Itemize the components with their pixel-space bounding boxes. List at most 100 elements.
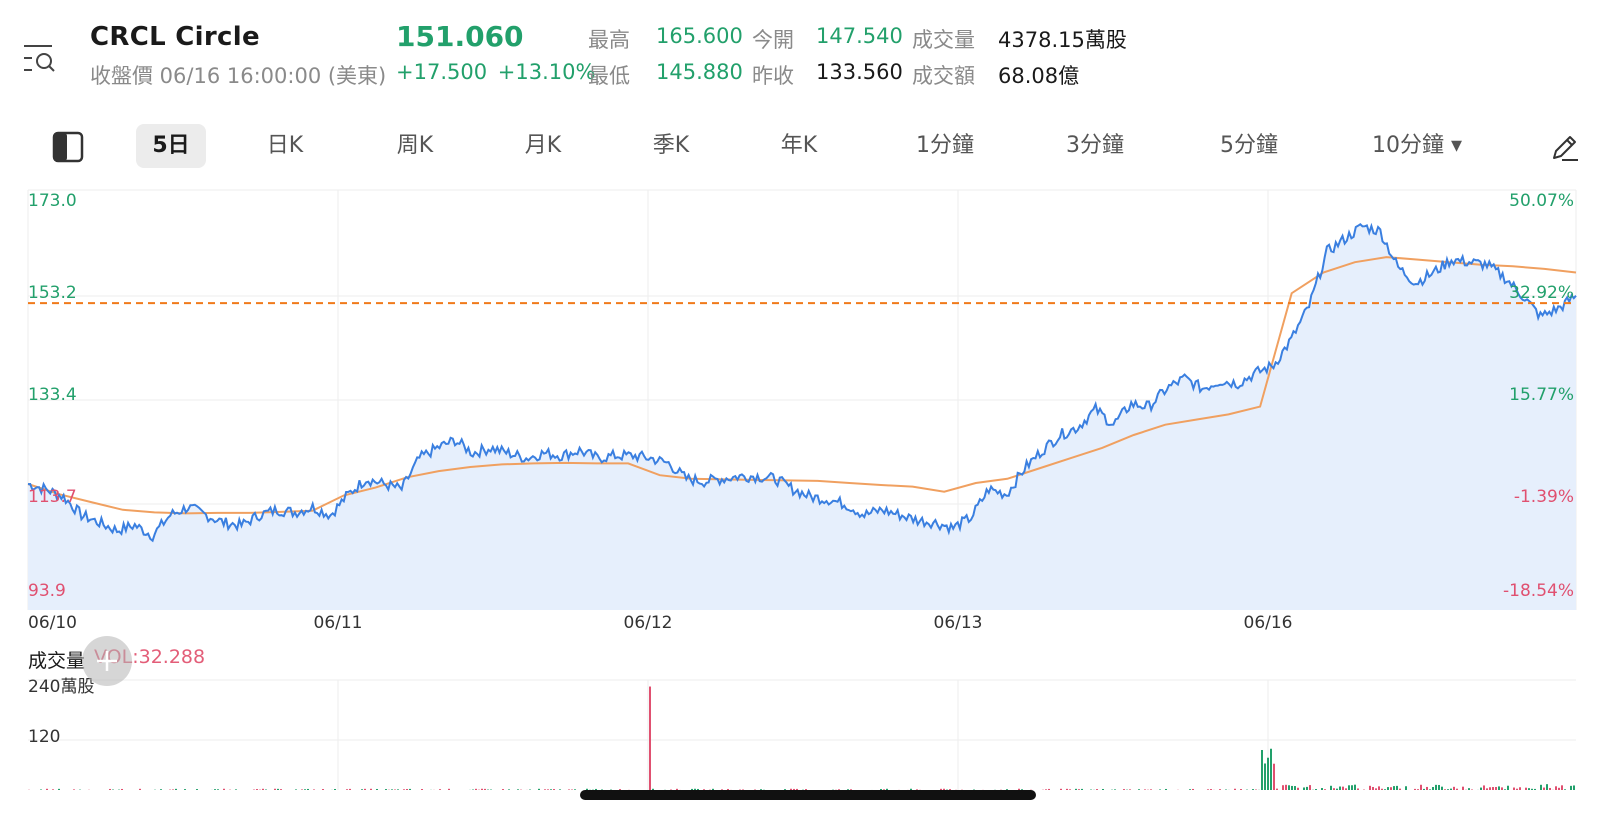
volume-bar: [1558, 787, 1560, 790]
volume-bar: [1450, 788, 1452, 790]
y-pct-label: -18.54%: [1503, 581, 1574, 601]
volume-bar: [601, 789, 603, 790]
layout-toggle-icon[interactable]: [52, 131, 84, 163]
volume-bar: [1387, 787, 1389, 790]
volume-bar: [1564, 789, 1566, 790]
volume-bar: [1210, 789, 1212, 790]
x-axis: 06/10 06/11 06/12 06/13 06/16: [28, 613, 1293, 633]
volume-bar: [1369, 785, 1371, 790]
volume-bar: [883, 789, 885, 790]
x-tick-label: 06/10: [28, 613, 77, 633]
volume-bar: [838, 789, 840, 790]
volume-bar: [619, 789, 621, 790]
tab-5day[interactable]: 5日: [136, 124, 206, 168]
volume-tick-label: 120: [28, 727, 60, 747]
volume-bar: [1495, 786, 1497, 790]
tab-monthly-k[interactable]: 月K: [524, 133, 562, 158]
tab-quarterly-k[interactable]: 季K: [652, 133, 690, 158]
volume-bar: [1435, 784, 1437, 790]
volume-bar: [1261, 749, 1263, 790]
volume-bar: [280, 789, 282, 790]
volume-bar: [277, 788, 279, 790]
volume-bar: [910, 788, 912, 790]
volume-bar: [1471, 789, 1473, 790]
volume-bar: [394, 789, 396, 790]
volume-bar: [1321, 788, 1323, 790]
volume-bar: [1342, 786, 1344, 790]
price-series-line: [27, 222, 1577, 543]
volume-bar: [1501, 787, 1503, 790]
volume-bar: [1351, 785, 1353, 790]
volume-bar: [691, 788, 693, 790]
tab-yearly-k[interactable]: 年K: [780, 133, 818, 158]
volume-bar: [805, 789, 807, 790]
volume-bar: [1417, 789, 1419, 790]
volume-bar: [1543, 787, 1545, 790]
volume-bar: [1456, 788, 1458, 790]
volume-bar: [1516, 788, 1518, 790]
volume-bar: [1423, 788, 1425, 790]
volume-bar: [1267, 757, 1269, 790]
volume-bar: [46, 788, 48, 790]
volume-bar: [391, 789, 393, 790]
volume-bar: [184, 789, 186, 790]
y-tick-label: 173.0: [28, 191, 77, 211]
volume-bars: [28, 686, 1575, 790]
menu-search-icon[interactable]: [22, 42, 58, 78]
volume-bar: [409, 788, 411, 790]
volume-bar: [553, 789, 555, 790]
volume-bar: [1384, 789, 1386, 790]
volume-bar: [1432, 787, 1434, 790]
volume-bar: [397, 789, 399, 790]
volume-bar: [796, 788, 798, 790]
price-chart[interactable]: 173.0 153.2 133.4 113.7 93.9 50.07% 32.9…: [0, 180, 1600, 790]
volume-bar: [475, 788, 477, 790]
volume-bar: [1357, 788, 1359, 790]
volume-bar: [1207, 789, 1209, 790]
tab-5min[interactable]: 5分鐘: [1220, 133, 1278, 158]
volume-bar: [1513, 787, 1515, 790]
volume-bar: [1429, 789, 1431, 790]
volume-bar: [1282, 785, 1284, 790]
tab-weekly-k[interactable]: 周K: [396, 133, 434, 158]
volume-bar: [421, 789, 423, 790]
volume-bar: [1315, 789, 1317, 790]
x-tick-label: 06/12: [624, 613, 673, 633]
volume-bar: [121, 788, 123, 790]
volume-bar: [502, 789, 504, 790]
tab-1min[interactable]: 1分鐘: [916, 133, 974, 158]
volume-bar: [1159, 789, 1161, 790]
plus-icon[interactable]: [82, 636, 132, 686]
period-tabs: 5日 日K 周K 月K 季K 年K 1分鐘 3分鐘 5分鐘 10分鐘 ▾: [0, 124, 1600, 176]
last-price: 151.060: [396, 20, 524, 53]
home-indicator: [580, 790, 1036, 800]
volume-bar: [550, 789, 552, 790]
volume-bar: [1375, 788, 1377, 790]
volume-panel-label: 成交量: [28, 650, 86, 672]
open-label: 今開: [752, 28, 794, 52]
volume-bar: [235, 789, 237, 790]
volume-bar: [1270, 748, 1272, 790]
volume-bar: [1498, 786, 1500, 790]
y-tick-label: 113.7: [28, 487, 77, 507]
volume-bar: [547, 789, 549, 790]
y-axis-left: 173.0 153.2 133.4 113.7 93.9: [28, 191, 77, 601]
tab-3min[interactable]: 3分鐘: [1066, 133, 1124, 158]
price-area-fill: [28, 224, 1576, 611]
tab-10min-dropdown[interactable]: 10分鐘 ▾: [1371, 133, 1463, 158]
volume-bar: [1006, 789, 1008, 790]
volume-bar: [439, 789, 441, 790]
volume-bar: [223, 788, 225, 790]
volume-bar: [1399, 788, 1401, 790]
tab-daily-k[interactable]: 日K: [266, 133, 304, 158]
volume-bar: [1273, 763, 1275, 790]
volume-bar: [1453, 786, 1455, 790]
volume-bar: [403, 789, 405, 790]
volume-bar: [1165, 788, 1167, 790]
volume-bar: [1333, 788, 1335, 790]
volume-bar: [943, 788, 945, 790]
volume-bar: [1540, 784, 1542, 790]
pencil-icon[interactable]: [1548, 132, 1580, 164]
volume-bar: [1561, 785, 1563, 790]
volume-bar: [1189, 789, 1191, 790]
